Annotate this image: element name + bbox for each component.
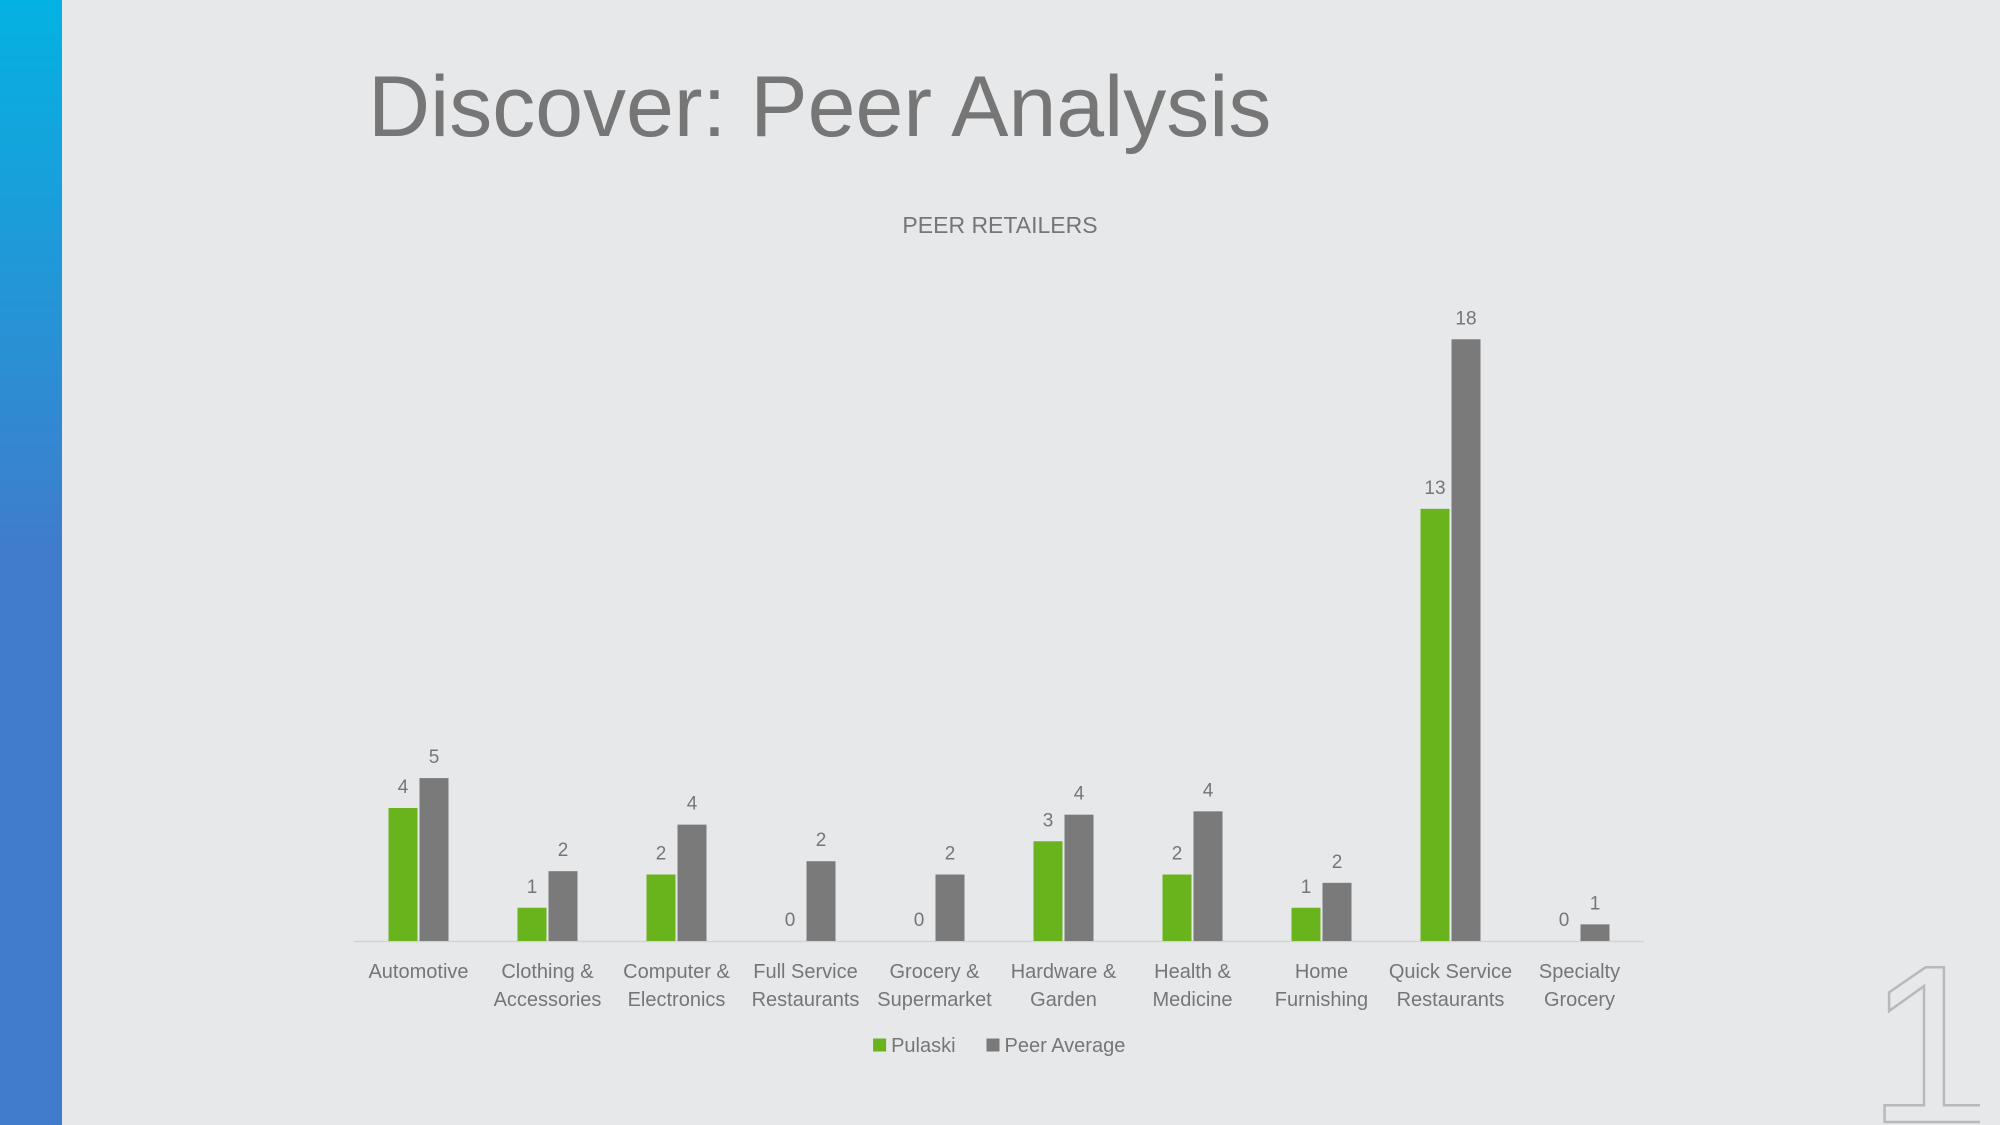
x-tick-label-line: Quick Service (1389, 961, 1512, 983)
data-label-peer-average-5: 4 (1074, 784, 1085, 805)
bar-pulaski-2 (646, 874, 676, 941)
data-label-pulaski-4: 0 (914, 910, 925, 931)
x-tick-label-line: Home (1295, 961, 1348, 983)
data-label-peer-average-2: 4 (687, 794, 698, 815)
accent-bar (0, 0, 62, 1125)
bar-peer-average-6 (1193, 811, 1223, 941)
x-tick-label-line: Automotive (368, 961, 468, 983)
x-tick-label-line: Accessories (494, 989, 602, 1011)
data-label-pulaski-7: 1 (1301, 877, 1312, 898)
x-tick-label-6: Health & Medicine (1152, 961, 1232, 1011)
x-tick-label-line: Restaurants (1397, 989, 1505, 1011)
x-tick-label-line: Grocery & (889, 961, 980, 983)
chart-title: PEER RETAILERS (902, 212, 1097, 238)
legend-label-peer-average: Peer Average (1005, 1035, 1126, 1057)
x-tick-label-line: Grocery (1544, 989, 1615, 1011)
data-label-pulaski-1: 1 (527, 877, 538, 898)
x-tick-label-2: Computer & Electronics (623, 961, 730, 1011)
x-tick-label-line: Electronics (628, 989, 726, 1011)
data-label-peer-average-0: 5 (429, 747, 440, 768)
bar-peer-average-8 (1451, 339, 1481, 941)
slide-number-text: 1 (1880, 950, 1980, 1125)
slide-number: 1 (1880, 950, 1980, 1125)
bar-pulaski-8 (1420, 508, 1450, 941)
x-tick-label-line: Health & (1154, 961, 1231, 983)
data-label-peer-average-7: 2 (1332, 852, 1343, 873)
data-label-peer-average-1: 2 (558, 840, 569, 861)
data-label-pulaski-8: 13 (1424, 478, 1445, 499)
bar-pulaski-6 (1162, 874, 1192, 941)
x-tick-label-line: Specialty (1539, 961, 1620, 983)
data-label-peer-average-6: 4 (1203, 780, 1214, 801)
x-tick-label-line: Computer & (623, 961, 730, 983)
data-label-peer-average-8: 18 (1455, 308, 1476, 329)
x-tick-label-line: Full Service (753, 961, 857, 983)
x-tick-label-line: Medicine (1152, 989, 1232, 1011)
bar-peer-average-2 (677, 824, 707, 941)
x-tick-label-line: Supermarket (877, 989, 992, 1011)
bar-peer-average-4 (935, 874, 965, 941)
data-label-pulaski-9: 0 (1559, 910, 1570, 931)
bar-pulaski-5 (1033, 841, 1063, 941)
x-tick-label-5: Hardware & Garden (1011, 961, 1117, 1011)
bar-peer-average-5 (1064, 814, 1094, 941)
x-tick-label-line: Restaurants (752, 989, 860, 1011)
data-label-peer-average-9: 1 (1590, 893, 1601, 914)
bar-peer-average-7 (1322, 882, 1352, 941)
legend-label-pulaski: Pulaski (891, 1035, 955, 1057)
data-label-pulaski-0: 4 (398, 777, 409, 798)
data-label-pulaski-5: 3 (1043, 810, 1054, 831)
data-label-pulaski-2: 2 (656, 844, 667, 865)
bar-pulaski-1 (517, 907, 547, 941)
data-label-peer-average-4: 2 (945, 844, 956, 865)
bar-pulaski-7 (1291, 907, 1321, 941)
x-tick-label-4: Grocery & Supermarket (877, 961, 992, 1011)
x-tick-label-line: Garden (1030, 989, 1097, 1011)
legend-swatch-peer-average (986, 1038, 1000, 1052)
bar-pulaski-0 (388, 808, 418, 941)
bar-peer-average-3 (806, 861, 836, 941)
data-label-pulaski-6: 2 (1172, 844, 1183, 865)
legend-swatch-pulaski (873, 1038, 887, 1052)
data-label-peer-average-3: 2 (816, 830, 827, 851)
x-tick-label-line: Furnishing (1275, 989, 1368, 1011)
data-label-pulaski-3: 0 (785, 910, 796, 931)
x-tick-label-1: Clothing & Accessories (494, 961, 602, 1011)
x-tick-label-line: Hardware & (1011, 961, 1117, 983)
x-tick-label-8: Quick Service Restaurants (1389, 961, 1512, 1011)
x-tick-label-7: Home Furnishing (1275, 961, 1368, 1011)
bar-peer-average-1 (548, 871, 578, 941)
x-tick-label-0: Automotive (368, 961, 468, 983)
x-tick-label-9: Specialty Grocery (1539, 961, 1620, 1011)
x-tick-label-3: Full Service Restaurants (752, 961, 860, 1011)
bar-peer-average-9 (1580, 924, 1610, 941)
x-tick-label-line: Clothing & (501, 961, 594, 983)
slide-title: Discover: Peer Analysis (368, 59, 1272, 155)
bar-peer-average-0 (419, 778, 449, 941)
